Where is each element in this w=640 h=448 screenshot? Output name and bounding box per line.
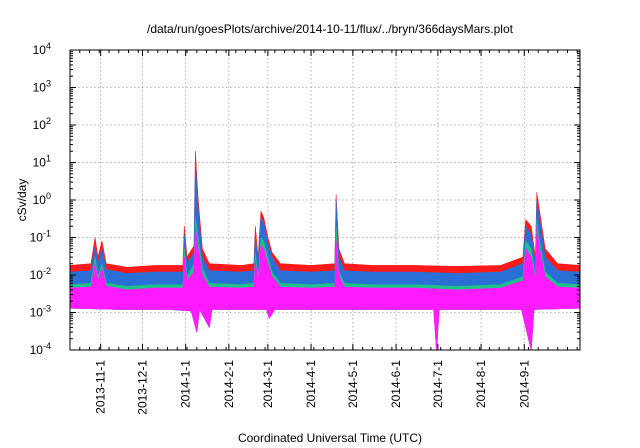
y-tick-labels: 10-4 10-3 10-2 10-1 100 101 102 103 104: [30, 41, 51, 357]
series-4-area: [69, 225, 581, 351]
x-tick-labels: 2013-11-1 2013-12-1 2014-1-1 2014-2-1 2014-3…: [94, 360, 532, 415]
x-tick-label: 2013-12-1: [135, 360, 149, 415]
tick-layer: [69, 49, 580, 351]
y-tick-label: 10-1: [30, 229, 51, 245]
x-tick-label: 2014-4-1: [304, 360, 318, 408]
x-tick-label: 2014-2-1: [222, 360, 236, 408]
x-tick-label: 2014-9-1: [517, 360, 531, 408]
chart-title: /data/run/goesPlots/archive/2014-10-11/f…: [147, 22, 514, 36]
x-axis-label: Coordinated Universal Time (UTC): [238, 431, 422, 445]
y-tick-label: 100: [33, 191, 51, 207]
x-tick-label: 2013-11-1: [94, 360, 108, 414]
y-tick-label: 101: [33, 154, 51, 170]
y-axis-label: cSv/day: [15, 179, 29, 222]
y-tick-label: 10-3: [30, 304, 51, 320]
y-tick-label: 103: [33, 79, 51, 95]
x-tick-label: 2014-8-1: [474, 360, 488, 408]
x-tick-label: 2014-7-1: [431, 360, 445, 408]
x-tick-label: 2014-6-1: [389, 360, 403, 408]
x-tick-label: 2014-3-1: [261, 360, 275, 408]
y-tick-label: 10-4: [30, 341, 51, 357]
x-tick-label: 2014-5-1: [346, 360, 360, 408]
y-tick-label: 104: [33, 41, 51, 57]
x-tick-label: 2014-1-1: [179, 360, 193, 408]
series-layer: [69, 150, 581, 351]
y-tick-label: 102: [33, 116, 51, 132]
y-tick-label: 10-2: [30, 266, 51, 282]
